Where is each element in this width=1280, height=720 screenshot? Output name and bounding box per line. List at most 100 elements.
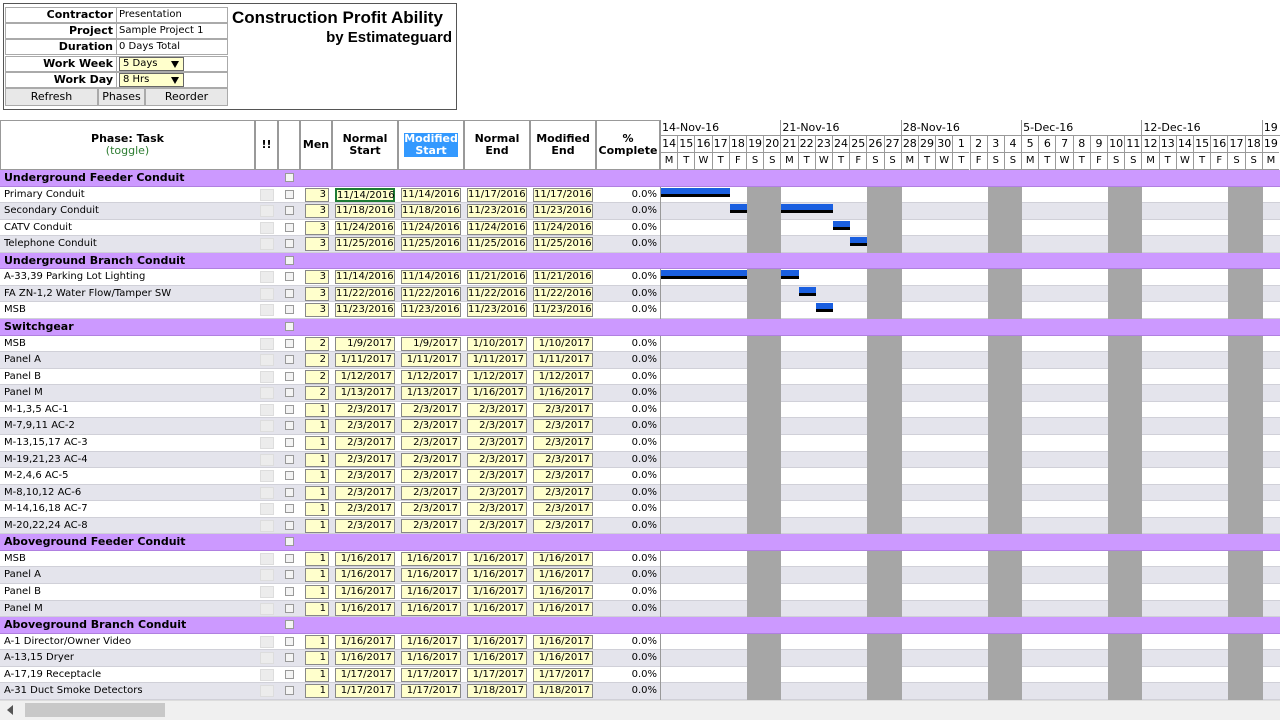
men-input[interactable]: 3 bbox=[305, 270, 329, 285]
date-input[interactable]: 1/16/2017 bbox=[335, 601, 395, 616]
checkbox[interactable] bbox=[285, 454, 294, 464]
checkbox[interactable] bbox=[285, 355, 294, 365]
flag-box[interactable] bbox=[260, 205, 274, 218]
date-input[interactable]: 1/16/2017 bbox=[401, 551, 461, 566]
date-input[interactable]: 1/16/2017 bbox=[467, 386, 527, 401]
checkbox[interactable] bbox=[285, 255, 294, 265]
scroll-thumb[interactable] bbox=[25, 703, 165, 717]
date-input[interactable]: 11/23/2016 bbox=[467, 204, 527, 219]
date-input[interactable]: 1/18/2017 bbox=[533, 684, 593, 699]
date-input[interactable]: 1/9/2017 bbox=[335, 336, 395, 351]
flag-box[interactable] bbox=[260, 337, 274, 350]
men-input[interactable]: 3 bbox=[305, 303, 329, 318]
date-input[interactable]: 1/16/2017 bbox=[533, 568, 593, 583]
flag-box[interactable] bbox=[260, 271, 274, 284]
date-input[interactable]: 11/24/2016 bbox=[533, 220, 593, 235]
date-input[interactable]: 2/3/2017 bbox=[467, 419, 527, 434]
date-input[interactable]: 2/3/2017 bbox=[533, 419, 593, 434]
button[interactable]: Refresh bbox=[5, 88, 98, 106]
date-input[interactable]: 11/18/2016 bbox=[335, 204, 395, 219]
men-input[interactable]: 1 bbox=[305, 568, 329, 583]
date-input[interactable]: 11/22/2016 bbox=[533, 286, 593, 301]
men-input[interactable]: 1 bbox=[305, 651, 329, 666]
date-input[interactable]: 2/3/2017 bbox=[401, 402, 461, 417]
men-input[interactable]: 2 bbox=[305, 336, 329, 351]
men-input[interactable]: 2 bbox=[305, 353, 329, 368]
checkbox[interactable] bbox=[285, 272, 294, 282]
date-input[interactable]: 2/3/2017 bbox=[467, 502, 527, 517]
flag-box[interactable] bbox=[260, 420, 274, 433]
men-input[interactable]: 1 bbox=[305, 469, 329, 484]
toggle-link[interactable]: (toggle) bbox=[105, 144, 150, 157]
date-input[interactable]: 1/11/2017 bbox=[335, 353, 395, 368]
date-input[interactable]: 1/12/2017 bbox=[401, 369, 461, 384]
men-input[interactable]: 3 bbox=[305, 220, 329, 235]
date-input[interactable]: 2/3/2017 bbox=[467, 402, 527, 417]
date-input[interactable]: 1/16/2017 bbox=[467, 585, 527, 599]
date-input[interactable]: 1/17/2017 bbox=[335, 684, 395, 699]
checkbox[interactable] bbox=[285, 305, 294, 315]
men-input[interactable]: 1 bbox=[305, 585, 329, 599]
flag-box[interactable] bbox=[260, 354, 274, 367]
date-input[interactable]: 1/16/2017 bbox=[467, 651, 527, 666]
date-input[interactable]: 1/16/2017 bbox=[533, 601, 593, 616]
date-input[interactable]: 11/17/2016 bbox=[533, 187, 593, 202]
date-input[interactable]: 1/17/2017 bbox=[467, 667, 527, 682]
men-input[interactable]: 1 bbox=[305, 601, 329, 616]
date-input[interactable]: 11/22/2016 bbox=[401, 286, 461, 301]
date-input[interactable]: 2/3/2017 bbox=[401, 435, 461, 450]
date-input[interactable]: 2/3/2017 bbox=[467, 518, 527, 533]
men-input[interactable]: 1 bbox=[305, 402, 329, 417]
flag-box[interactable] bbox=[260, 287, 274, 300]
men-input[interactable]: 2 bbox=[305, 369, 329, 384]
checkbox[interactable] bbox=[285, 587, 294, 596]
date-input[interactable]: 1/16/2017 bbox=[401, 651, 461, 666]
date-input[interactable]: 1/16/2017 bbox=[335, 585, 395, 599]
date-input[interactable]: 2/3/2017 bbox=[533, 469, 593, 484]
checkbox[interactable] bbox=[285, 288, 294, 298]
checkbox[interactable] bbox=[285, 173, 294, 182]
date-input[interactable]: 1/16/2017 bbox=[533, 651, 593, 666]
date-input[interactable]: 1/16/2017 bbox=[533, 551, 593, 566]
scroll-left-arrow[interactable] bbox=[7, 705, 13, 715]
date-input[interactable]: 1/16/2017 bbox=[533, 386, 593, 401]
date-input[interactable]: 11/14/2016 bbox=[401, 187, 461, 202]
flag-box[interactable] bbox=[260, 519, 274, 532]
date-input[interactable]: 1/16/2017 bbox=[533, 634, 593, 649]
men-input[interactable]: 1 bbox=[305, 502, 329, 517]
checkbox[interactable] bbox=[285, 239, 294, 249]
date-input[interactable]: 1/16/2017 bbox=[401, 585, 461, 599]
date-input[interactable]: 1/16/2017 bbox=[401, 601, 461, 616]
date-input[interactable]: 11/23/2016 bbox=[533, 303, 593, 318]
flag-box[interactable] bbox=[260, 503, 274, 516]
dropdown[interactable]: 8 Hrs bbox=[119, 72, 184, 87]
flag-box[interactable] bbox=[260, 569, 274, 582]
checkbox[interactable] bbox=[285, 686, 294, 696]
date-input[interactable]: 1/16/2017 bbox=[467, 568, 527, 583]
date-input[interactable]: 1/12/2017 bbox=[335, 369, 395, 384]
flag-box[interactable] bbox=[260, 685, 274, 698]
date-input[interactable]: 1/12/2017 bbox=[533, 369, 593, 384]
checkbox[interactable] bbox=[285, 653, 294, 663]
date-input[interactable]: 2/3/2017 bbox=[533, 485, 593, 500]
date-input[interactable]: 11/22/2016 bbox=[335, 286, 395, 301]
date-input[interactable]: 2/3/2017 bbox=[401, 485, 461, 500]
date-input[interactable]: 11/24/2016 bbox=[401, 220, 461, 235]
flag-box[interactable] bbox=[260, 552, 274, 565]
date-input[interactable]: 2/3/2017 bbox=[335, 435, 395, 450]
date-input[interactable]: 1/18/2017 bbox=[467, 684, 527, 699]
date-input[interactable]: 2/3/2017 bbox=[467, 469, 527, 484]
checkbox[interactable] bbox=[285, 338, 294, 348]
date-input[interactable]: 1/10/2017 bbox=[533, 336, 593, 351]
date-input[interactable]: 11/25/2016 bbox=[335, 237, 395, 252]
date-input[interactable]: 1/17/2017 bbox=[401, 667, 461, 682]
flag-box[interactable] bbox=[260, 602, 274, 615]
checkbox[interactable] bbox=[285, 404, 294, 414]
date-input[interactable]: 11/25/2016 bbox=[467, 237, 527, 252]
checkbox[interactable] bbox=[285, 636, 294, 646]
men-input[interactable]: 3 bbox=[305, 187, 329, 202]
dropdown[interactable]: 5 Days bbox=[119, 56, 184, 71]
date-input[interactable]: 1/13/2017 bbox=[401, 386, 461, 401]
date-input[interactable]: 11/14/2016 bbox=[335, 270, 395, 285]
date-input[interactable]: 2/3/2017 bbox=[401, 469, 461, 484]
